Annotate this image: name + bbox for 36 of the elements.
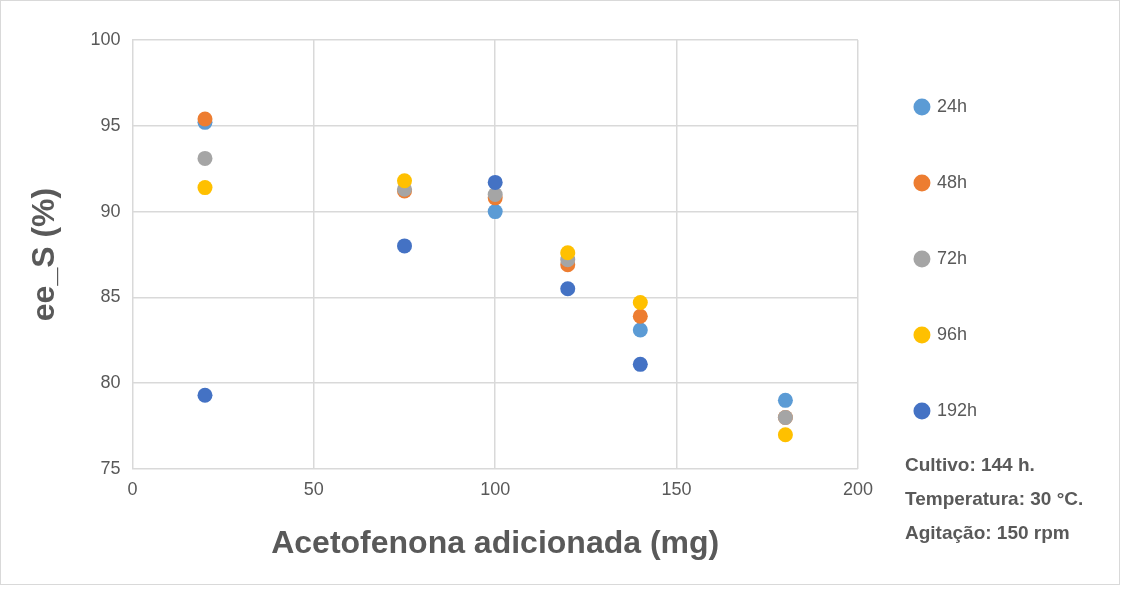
point [560,245,576,261]
point [777,392,793,408]
y-axis-title: ee_S (%) [25,187,62,322]
y-tick-label: 80 [100,372,121,393]
text: Temperatura: 30 °C. [905,487,1084,511]
legend-label: 192h [936,399,977,420]
y-tick-label: 75 [100,457,121,478]
point [397,238,412,254]
point [632,295,648,311]
point [632,308,648,324]
x-tick-label: 150 [661,478,692,499]
point [487,174,503,190]
point [197,180,213,196]
x-tick-label: 0 [127,478,138,499]
text: Cultivo: 144 h. [905,453,1036,477]
legend-label: 96h [936,323,967,344]
x-tick-label: 200 [842,478,873,499]
point [397,173,412,189]
y-tick-label: 100 [90,28,121,49]
y-tick-label: 90 [100,200,121,221]
legend-label: 72h [936,247,967,268]
point [197,387,213,403]
point [632,356,648,372]
y-tick-label: 85 [100,286,121,307]
y-tick-label: 95 [100,114,121,135]
point [632,322,648,338]
legend-label: 48h [936,171,967,192]
point [777,427,793,443]
text: Agitação: 150 rpm [905,521,1071,545]
x-axis-title: Acetofenona adicionada (mg) [271,523,720,560]
point [487,204,503,220]
point [197,150,213,166]
x-tick-label: 100 [480,478,511,499]
x-tick-label: 50 [303,478,324,499]
legend-label: 24h [936,95,967,116]
point [560,281,576,297]
